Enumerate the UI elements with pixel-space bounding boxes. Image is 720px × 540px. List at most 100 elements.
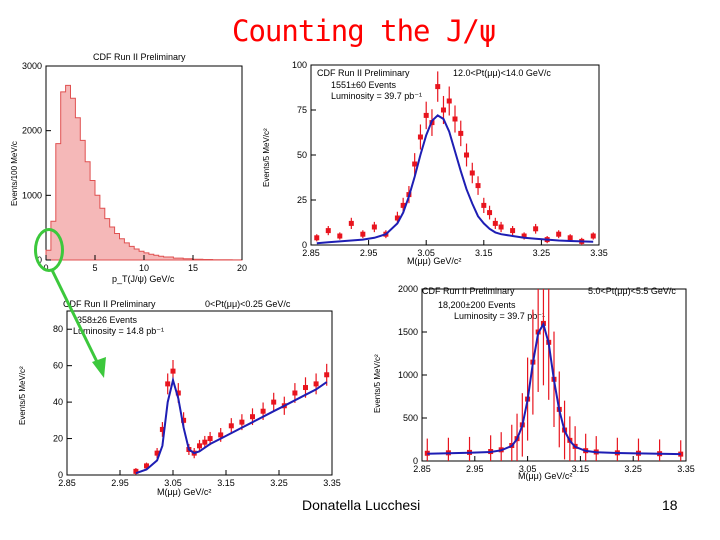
low-y-tick-label: 80	[53, 324, 63, 334]
mid-pt-svg: CDF Run II Preliminary 5.0<Pt(μμ)<5.5 Ge…	[373, 284, 695, 481]
pt-spectrum-chart: CDF Run II Preliminary 0 5 10 15 20 0 1000 200…	[8, 48, 253, 286]
high-x-tick-label: 3.35	[590, 248, 608, 258]
high-data-point	[590, 233, 596, 239]
high-chart-title: CDF Run II Preliminary	[317, 68, 410, 78]
low-x-tick-label: 3.05	[164, 478, 182, 488]
high-data-point	[464, 152, 470, 158]
low-x-tick-label: 3.35	[323, 478, 341, 488]
high-data-point	[417, 134, 423, 140]
low-x-tick-label: 2.85	[58, 478, 76, 488]
high-data-point	[314, 235, 320, 241]
mid-x-tick-label: 3.35	[677, 464, 695, 474]
low-range-label: 0<Pt(μμ)<0.25 GeV/c	[205, 299, 291, 309]
low-data-point	[181, 417, 187, 423]
mid-y-tick-label: 1500	[398, 327, 418, 337]
mid-y-tick-label: 2000	[398, 284, 418, 294]
mid-y-tick-label: 1000	[398, 370, 418, 380]
footer-author: Donatella Lucchesi	[302, 497, 421, 513]
high-data-point	[458, 130, 464, 136]
low-y-tick-label: 60	[53, 361, 63, 371]
high-y-tick-label: 100	[292, 60, 307, 70]
pt-y-tick-label: 3000	[22, 61, 42, 71]
low-data-point	[165, 381, 171, 387]
high-fit-curve	[316, 114, 594, 245]
high-luminosity-label: Luminosity = 39.7 pb⁻¹	[331, 91, 422, 101]
pt-y-tick-label: 2000	[22, 126, 42, 136]
mid-pt-mass-chart: CDF Run II Preliminary 5.0<Pt(μμ)<5.5 Ge…	[366, 283, 711, 493]
low-fit-curve	[135, 376, 328, 475]
high-x-tick-label: 3.25	[533, 248, 551, 258]
high-data-point	[394, 215, 400, 221]
high-data-point	[400, 202, 406, 208]
low-y-tick-label: 0	[58, 470, 63, 480]
low-x-ticks: 2.85 2.95 3.05 3.15 3.25 3.35	[58, 470, 341, 488]
high-data-point	[469, 170, 475, 176]
high-data-point	[371, 224, 377, 230]
low-data-point	[313, 381, 319, 387]
mid-data-point	[424, 450, 430, 456]
low-data-point	[202, 439, 208, 445]
low-chart-title: CDF Run II Preliminary	[63, 299, 156, 309]
pt-x-tick-label: 15	[188, 263, 198, 273]
low-data-point	[271, 399, 277, 405]
high-x-tick-label: 2.85	[302, 248, 320, 258]
high-data-point	[325, 228, 331, 234]
mid-fit-curve	[427, 321, 681, 456]
low-data-point	[144, 463, 149, 469]
low-x-tick-label: 3.15	[217, 478, 235, 488]
low-data-point	[324, 372, 330, 378]
high-x-ticks: 2.85 2.95 3.05 3.15 3.25 3.35	[302, 240, 608, 258]
high-events-label: 1551±60 Events	[331, 80, 396, 90]
mid-y-tick-label: 0	[413, 456, 418, 466]
mid-chart-title: CDF Run II Preliminary	[422, 286, 515, 296]
page-number: 18	[662, 497, 678, 513]
high-data-point	[475, 183, 481, 189]
pt-y-axis-label: Events/100 MeV/c	[10, 141, 19, 206]
low-y-axis-label: Events/5 MeV/c²	[18, 366, 27, 425]
low-y-tick-label: 20	[53, 434, 63, 444]
high-data-point	[446, 98, 452, 104]
low-events-label: 358±26 Events	[77, 315, 137, 325]
mid-y-tick-label: 500	[403, 413, 418, 423]
low-data-point	[303, 385, 308, 391]
low-data-point	[159, 426, 165, 432]
mid-x-tick-label: 2.95	[466, 464, 484, 474]
mid-y-axis-label: Events/5 MeV/c²	[373, 354, 382, 413]
low-data-point	[133, 468, 139, 474]
pt-x-tick-label: 20	[237, 263, 247, 273]
low-y-tick-label: 40	[53, 397, 63, 407]
high-data-point	[348, 220, 354, 226]
low-luminosity-label: Luminosity = 14.8 pb⁻¹	[73, 326, 164, 336]
high-data-point	[492, 220, 498, 226]
low-pt-highlight-circle	[34, 228, 64, 272]
high-x-tick-label: 2.95	[360, 248, 378, 258]
low-data-point	[250, 414, 255, 420]
pt-spectrum-svg: CDF Run II Preliminary 0 5 10 15 20 01000200…	[10, 52, 247, 284]
low-data-point	[170, 368, 176, 374]
low-x-tick-label: 3.25	[270, 478, 288, 488]
pt-y-tick-label: 1000	[22, 190, 42, 200]
high-data-point	[521, 233, 527, 239]
low-pt-svg: CDF Run II Preliminary 0<Pt(μμ)<0.25 GeV…	[18, 299, 341, 497]
low-data-point	[292, 390, 298, 396]
high-x-tick-label: 3.05	[417, 248, 435, 258]
low-x-axis-label: M(μμ) GeV/c²	[157, 487, 211, 497]
low-data-point	[197, 443, 202, 449]
mid-x-tick-label: 3.05	[519, 464, 537, 474]
high-data-point	[498, 224, 504, 230]
high-y-tick-label: 75	[297, 105, 307, 115]
low-y-ticks: 0 20 40 60 80	[53, 324, 72, 480]
low-data-point	[175, 390, 181, 396]
high-data-point	[452, 116, 458, 122]
high-data-point	[337, 233, 343, 239]
high-data-point	[423, 112, 429, 118]
high-data-point	[440, 107, 446, 113]
high-y-tick-label: 0	[302, 240, 307, 250]
high-pt-svg: CDF Run II Preliminary 12.0<Pt(μμ)<14.0 …	[262, 60, 608, 266]
pt-x-tick-label: 10	[139, 263, 149, 273]
high-data-point	[510, 228, 516, 234]
high-data-point	[412, 161, 418, 167]
low-pt-mass-chart: CDF Run II Preliminary 0<Pt(μμ)<0.25 GeV…	[15, 287, 345, 497]
mid-x-tick-label: 3.15	[572, 464, 590, 474]
low-data-point	[239, 419, 245, 425]
